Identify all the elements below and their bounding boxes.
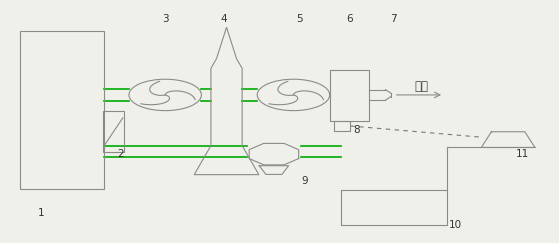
Bar bbox=[330, 69, 369, 122]
Text: 2: 2 bbox=[117, 149, 124, 159]
Text: 6: 6 bbox=[346, 14, 353, 24]
Text: 7: 7 bbox=[391, 14, 397, 24]
Text: 排气: 排气 bbox=[415, 80, 429, 93]
Bar bbox=[334, 121, 350, 131]
Text: 11: 11 bbox=[515, 149, 529, 159]
Text: 10: 10 bbox=[448, 220, 462, 230]
Text: 8: 8 bbox=[353, 125, 360, 135]
Bar bbox=[341, 190, 447, 226]
Text: 5: 5 bbox=[296, 14, 302, 24]
Text: 9: 9 bbox=[301, 176, 308, 186]
Bar bbox=[20, 31, 104, 189]
Bar bbox=[103, 111, 125, 152]
Text: 3: 3 bbox=[162, 14, 168, 24]
Text: 4: 4 bbox=[220, 14, 227, 24]
Text: 1: 1 bbox=[37, 208, 44, 218]
